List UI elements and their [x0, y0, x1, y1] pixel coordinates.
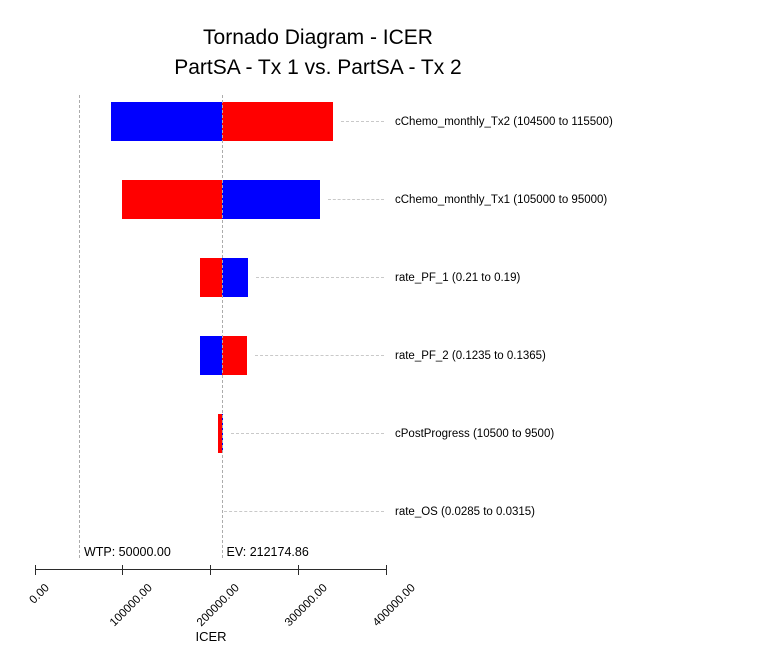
tornado-bar-segment-right: [221, 258, 249, 297]
bar-label: cPostProgress (10500 to 9500): [395, 427, 555, 440]
tornado-bar-segment-left: [121, 180, 222, 219]
axis-tick: [122, 564, 124, 575]
tornado-bar-segment-right: [221, 102, 333, 141]
wtp-label: WTP: 50000.00: [83, 545, 171, 559]
chart-title-line2: PartSA - Tx 1 vs. PartSA - Tx 2: [174, 56, 462, 79]
axis-tick-label-text: 400000.00: [371, 582, 419, 629]
axis-tick: [298, 564, 300, 575]
bar-leader-line: [327, 198, 384, 200]
bar-label: cChemo_monthly_Tx2 (104500 to 115500): [395, 115, 613, 128]
ev-reference-line: [221, 95, 223, 558]
bar-label: rate_PF_1 (0.21 to 0.19): [395, 271, 521, 284]
bar-label: cChemo_monthly_Tx1 (105000 to 95000): [395, 193, 608, 206]
axis-tick: [210, 564, 212, 575]
bar-leader-line: [223, 510, 384, 512]
axis-tick: [34, 564, 36, 575]
bar-leader-line: [254, 354, 384, 356]
bar-leader-line: [256, 276, 384, 278]
axis-tick-label-text: 300000.00: [283, 582, 331, 629]
bar-leader-line: [230, 432, 384, 434]
wtp-reference-line: [78, 95, 80, 558]
tornado-bar-segment-left: [217, 414, 222, 453]
ev-label: EV: 212174.86: [226, 545, 309, 559]
chart-title-line1: Tornado Diagram - ICER: [203, 26, 433, 49]
x-axis-title: ICER: [195, 629, 227, 644]
tornado-bar-segment-right: [221, 180, 320, 219]
bar-label: rate_OS (0.0285 to 0.0315): [395, 505, 536, 518]
tornado-bar-segment-left: [199, 336, 222, 375]
axis-tick: [386, 564, 388, 575]
axis-tick-label-text: 200000.00: [195, 582, 243, 629]
axis-tick-label-text: 0.00: [27, 582, 52, 607]
axis-tick-label-text: 100000.00: [107, 582, 155, 629]
tornado-bar-segment-left: [200, 258, 222, 297]
tornado-bar-segment-left: [110, 102, 222, 141]
tornado-bar-segment-right: [221, 336, 247, 375]
bar-leader-line: [340, 120, 384, 122]
chart-title: Tornado Diagram - ICER PartSA - Tx 1 vs.…: [0, 23, 636, 83]
bar-label: rate_PF_2 (0.1235 to 0.1365): [395, 349, 546, 362]
